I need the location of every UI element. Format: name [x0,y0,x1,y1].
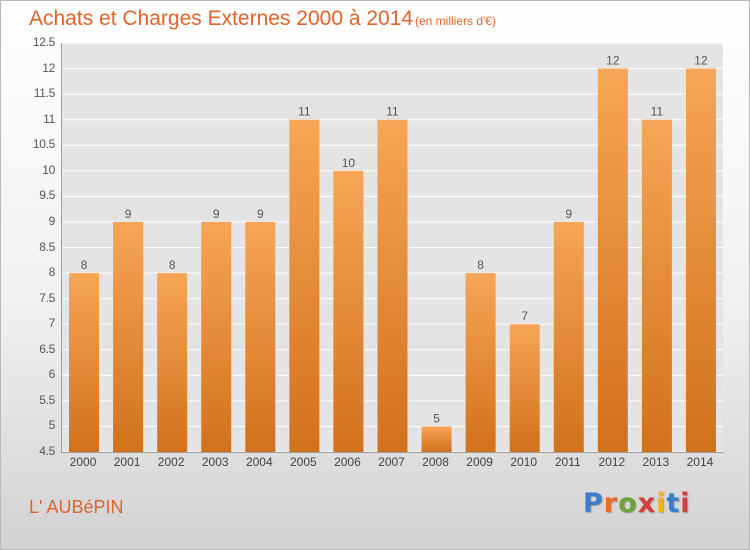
data-label-2013: 11 [651,105,664,119]
data-label-2008: 5 [433,411,440,425]
bar-2006 [333,170,364,452]
x-tick-label: 2002 [157,455,185,469]
data-label-2004: 9 [257,207,264,221]
commune-name: L' AUBéPIN [29,497,124,517]
x-tick-label: 2001 [113,455,141,469]
bar-2000 [69,273,100,452]
data-label-2011: 9 [565,207,572,221]
plot-area: 8 9 8 9 9 11 10 11 5 8 7 9 12 11 12 [61,43,723,453]
data-label-2012: 12 [606,54,620,68]
bar-2014 [685,68,716,452]
y-tick-label: 6.5 [39,341,55,356]
x-tick-label: 2009 [466,455,493,469]
y-tick-label: 9 [48,213,56,228]
x-tick-label: 2010 [510,455,538,469]
bar-chart: 8 9 8 9 9 11 10 11 5 8 7 9 12 11 12 [62,43,723,452]
data-label-2005: 11 [298,105,311,119]
logo-letter: P [583,488,604,519]
logo-letter: t [666,488,681,519]
y-tick-label: 9.5 [39,188,55,203]
logo-letter: r [603,488,619,519]
data-label-2000: 8 [81,258,88,272]
y-tick-label: 10 [42,162,55,177]
bar-2013 [641,119,672,452]
bar-2004 [245,221,276,452]
y-tick-label: 4.5 [39,444,55,458]
y-tick-label: 7.5 [39,290,55,305]
x-tick-label: 2000 [69,455,97,469]
x-tick-label: 2008 [422,455,449,469]
x-tick-label: 2004 [245,455,273,469]
x-tick-label: 2006 [334,455,361,469]
data-label-2009: 8 [477,258,484,272]
bar-2007 [377,119,408,452]
x-tick-label: 2014 [686,455,714,469]
chart-title: Achats et Charges Externes 2000 à 2014 [29,7,414,30]
logo-letter: o [618,488,638,519]
bar-2002 [157,273,188,452]
data-label-2003: 9 [213,207,220,221]
y-tick-label: 12.5 [32,35,55,49]
x-tick-label: 2012 [598,455,626,469]
y-tick-label: 5 [48,418,56,433]
y-tick-label: 10.5 [32,137,55,152]
y-tick-label: 8 [48,265,56,280]
data-label-2010: 7 [521,309,528,323]
data-label-2007: 11 [386,105,399,119]
y-tick-label: 5.5 [39,392,55,407]
data-label-2014: 12 [694,54,708,68]
data-label-2002: 8 [169,258,176,272]
bar-2008 [421,426,452,452]
data-label-2006: 10 [342,156,356,170]
x-tick-label: 2003 [201,455,229,469]
y-tick-label: 12 [42,60,55,75]
y-tick-label: 11.5 [33,86,56,101]
bar-2010 [509,324,540,452]
data-label-2001: 9 [125,207,132,221]
y-tick-label: 7 [48,316,56,331]
logo-letter: i [656,488,667,519]
y-tick-label: 6 [48,367,56,382]
bar-2003 [201,221,232,452]
proxiti-logo: Proxiti [583,488,691,519]
bar-2012 [597,68,628,452]
logo-letter: x [637,488,657,519]
y-tick-label: 11 [43,111,55,126]
x-tick-label: 2007 [378,455,405,469]
x-tick-label: 2013 [642,455,670,469]
bar-2005 [289,119,320,452]
x-tick-label: 2011 [554,455,581,469]
bar-2011 [553,221,584,452]
bar-2009 [465,273,496,452]
x-tick-label: 2005 [290,455,317,469]
y-tick-label: 8.5 [39,239,55,254]
chart-unit: (en milliers d'€) [415,14,496,28]
logo-letter: i [680,488,691,519]
bar-2001 [113,221,144,452]
